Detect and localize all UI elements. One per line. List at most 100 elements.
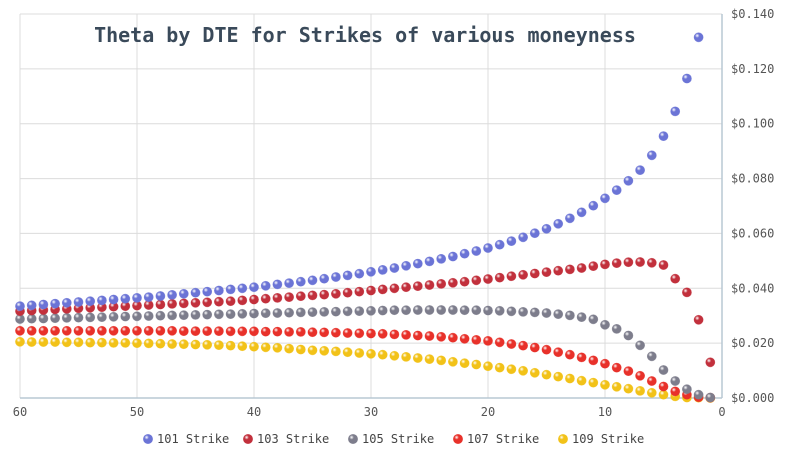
data-point xyxy=(459,276,470,287)
data-point xyxy=(646,376,657,386)
data-point xyxy=(167,298,177,309)
data-point xyxy=(237,308,248,319)
data-point xyxy=(319,306,330,317)
data-point xyxy=(611,258,622,268)
data-point xyxy=(635,385,645,396)
data-point xyxy=(658,365,669,375)
points-layer xyxy=(15,32,716,403)
data-point xyxy=(120,311,131,322)
data-point xyxy=(260,342,271,353)
data-point xyxy=(553,309,564,319)
data-point xyxy=(412,305,423,315)
data-point xyxy=(646,351,657,362)
data-point xyxy=(272,326,283,337)
data-point xyxy=(506,306,517,317)
data-point xyxy=(120,293,131,304)
data-point xyxy=(389,263,400,273)
data-point xyxy=(307,307,318,317)
data-point xyxy=(447,356,458,367)
legend-item: 105 Strike xyxy=(348,432,434,446)
data-point xyxy=(132,338,142,348)
data-point xyxy=(412,330,423,341)
data-point xyxy=(342,270,353,281)
data-point xyxy=(132,325,142,336)
data-point xyxy=(354,286,365,297)
data-point xyxy=(108,294,119,305)
data-point xyxy=(202,326,213,336)
data-point xyxy=(693,32,704,43)
data-point xyxy=(155,299,166,310)
data-point xyxy=(424,305,435,315)
data-point xyxy=(518,365,528,376)
data-point xyxy=(295,344,306,355)
legend-marker xyxy=(453,434,463,444)
data-point xyxy=(565,310,575,321)
data-point xyxy=(459,248,470,259)
data-point xyxy=(307,327,318,338)
data-point xyxy=(284,292,294,302)
data-point xyxy=(693,314,704,325)
data-point xyxy=(377,328,388,339)
data-point xyxy=(237,341,248,352)
data-point xyxy=(565,213,575,224)
data-point xyxy=(611,362,622,373)
data-point xyxy=(576,312,587,322)
data-point xyxy=(330,272,341,282)
data-point xyxy=(38,325,49,336)
data-point xyxy=(213,309,224,320)
data-point xyxy=(518,232,528,243)
data-point xyxy=(389,283,400,294)
data-point xyxy=(565,373,575,384)
data-point xyxy=(424,354,435,364)
data-point xyxy=(471,275,482,286)
data-point xyxy=(225,309,236,319)
data-point xyxy=(705,392,716,403)
data-point xyxy=(366,305,376,316)
data-point xyxy=(588,355,599,366)
y-tick-label: $0.100 xyxy=(731,117,774,131)
data-point xyxy=(178,326,189,336)
x-tick-label: 20 xyxy=(481,405,495,419)
data-point xyxy=(272,292,283,303)
data-point xyxy=(190,326,201,336)
data-point xyxy=(97,337,107,348)
data-point xyxy=(50,298,60,309)
data-point xyxy=(471,246,482,256)
data-point xyxy=(553,371,564,382)
data-point xyxy=(167,310,177,321)
data-point xyxy=(213,296,224,307)
data-point xyxy=(506,271,517,282)
data-point xyxy=(436,331,447,342)
data-point xyxy=(73,297,84,307)
data-point xyxy=(588,261,599,271)
data-point xyxy=(576,375,587,386)
data-point xyxy=(284,278,294,288)
data-point xyxy=(553,347,564,358)
data-point xyxy=(284,343,294,354)
series-105-strike xyxy=(15,305,716,403)
data-point xyxy=(529,307,540,318)
data-point xyxy=(401,329,411,340)
y-tick-label: $0.080 xyxy=(731,172,774,186)
data-point xyxy=(471,334,482,345)
data-point xyxy=(178,298,189,309)
x-tick-label: 60 xyxy=(13,405,27,419)
data-point xyxy=(670,273,681,284)
data-point xyxy=(97,325,107,336)
data-point xyxy=(330,327,341,338)
data-point xyxy=(225,284,236,295)
data-point xyxy=(307,275,318,286)
y-tick-label: $0.140 xyxy=(731,7,774,21)
data-point xyxy=(529,367,540,378)
data-point xyxy=(202,297,213,308)
data-point xyxy=(167,289,177,300)
data-point xyxy=(377,264,388,275)
data-point xyxy=(494,272,505,283)
data-point xyxy=(529,228,540,239)
data-point xyxy=(389,350,400,361)
data-point xyxy=(15,325,25,336)
data-point xyxy=(85,325,96,336)
data-point xyxy=(424,256,435,267)
data-point xyxy=(225,340,236,351)
legend-label: 103 Strike xyxy=(257,432,329,446)
